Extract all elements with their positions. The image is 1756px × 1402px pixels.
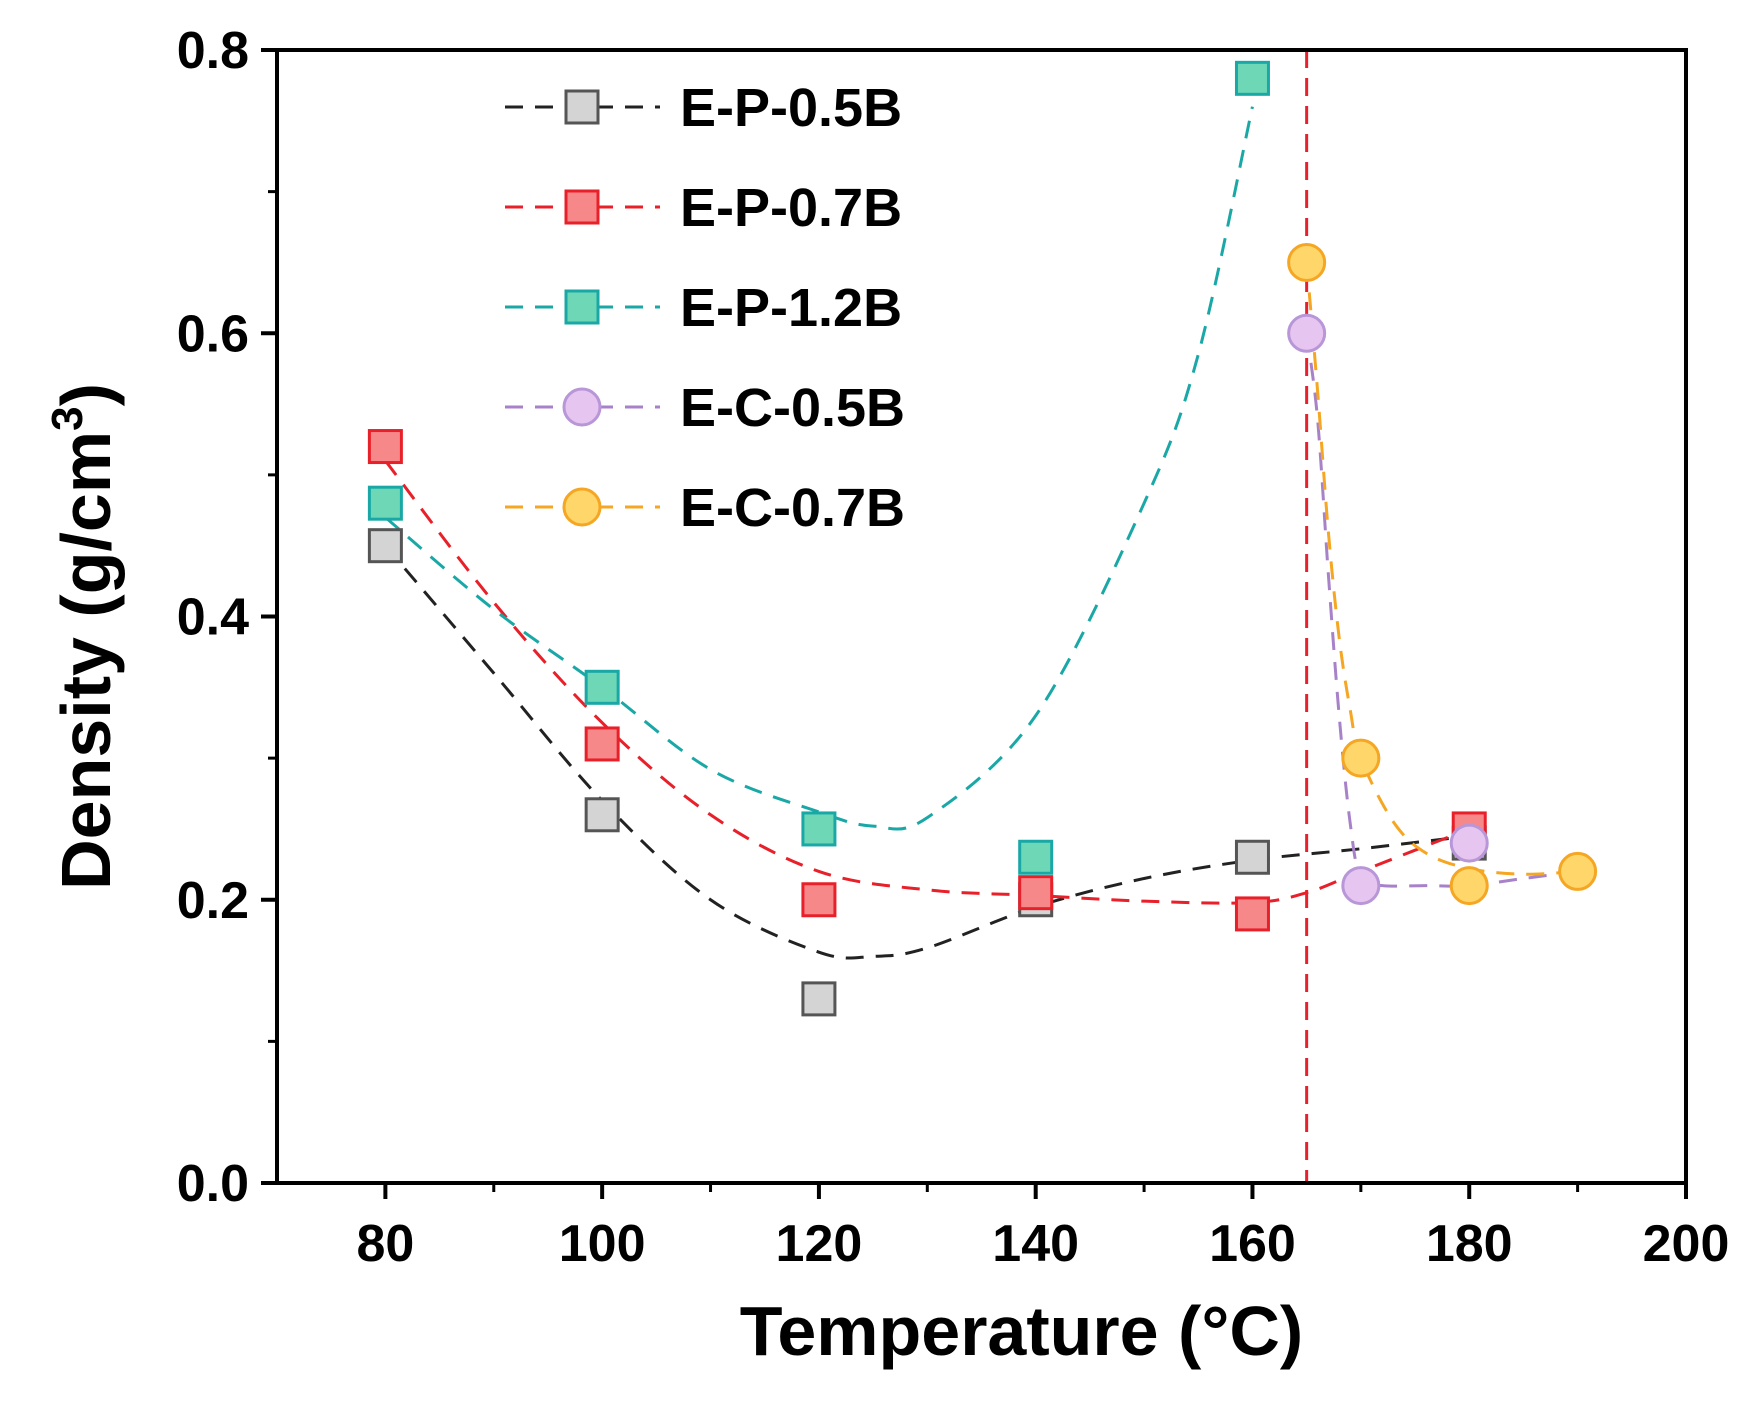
data-point-e-p-0-7b xyxy=(1018,875,1054,911)
legend-marker xyxy=(564,89,600,125)
legend-item-e-p-0-5b: E-P-0.5B xyxy=(505,78,902,138)
data-point-e-p-0-5b xyxy=(801,981,837,1017)
y-tick-label: 0.6 xyxy=(177,305,249,363)
legend-label: E-C-0.5B xyxy=(680,378,905,438)
plot-area xyxy=(367,50,1598,1183)
x-tick-label: 160 xyxy=(1209,1215,1296,1273)
data-point-e-p-0-5b xyxy=(367,528,403,564)
data-point-e-p-0-5b xyxy=(1234,839,1270,875)
data-point-e-c-0-7b xyxy=(1558,851,1598,891)
data-point-e-c-0-5b xyxy=(1449,823,1489,863)
legend-marker xyxy=(564,189,600,225)
y-axis-title: Density (g/cm3) xyxy=(43,383,125,890)
x-tick-label: 140 xyxy=(992,1215,1079,1273)
x-tick-label: 200 xyxy=(1643,1215,1730,1273)
data-point-e-p-1-2b xyxy=(1018,839,1054,875)
plot-frame xyxy=(275,48,1688,1185)
legend: E-P-0.5B E-P-0.7B E-P-1.2B E-C-0.5B E-C-0.7B xyxy=(505,78,905,538)
x-axis-ticks: 80 100 120 140 160 180 200 xyxy=(356,1183,1729,1273)
legend-marker xyxy=(564,289,600,325)
data-point-e-p-1-2b xyxy=(584,669,620,705)
x-axis-title: Temperature (°C) xyxy=(740,1292,1303,1370)
legend-marker xyxy=(562,487,602,527)
legend-item-e-p-0-7b: E-P-0.7B xyxy=(505,178,902,238)
legend-label: E-P-0.7B xyxy=(680,178,902,238)
legend-label: E-P-1.2B xyxy=(680,278,902,338)
data-point-e-p-0-7b xyxy=(1234,896,1270,932)
legend-item-e-p-1-2b: E-P-1.2B xyxy=(505,278,902,338)
y-axis-title-main: Density (g/cm xyxy=(47,431,125,890)
y-tick-label: 0.2 xyxy=(177,872,249,930)
x-tick-label: 80 xyxy=(356,1215,414,1273)
data-point-e-c-0-5b xyxy=(1341,866,1381,906)
legend-item-e-c-0-5b: E-C-0.5B xyxy=(505,378,905,438)
y-tick-label: 0.0 xyxy=(177,1155,249,1213)
x-tick-label: 180 xyxy=(1426,1215,1513,1273)
data-point-e-c-0-7b xyxy=(1449,866,1489,906)
data-point-e-p-0-7b xyxy=(584,726,620,762)
y-axis-ticks: 0.0 0.2 0.4 0.6 0.8 xyxy=(177,22,277,1213)
data-point-e-c-0-5b xyxy=(1287,313,1327,353)
fit-line-e-p-1-2b xyxy=(384,106,1254,831)
y-axis-title-close: ) xyxy=(47,383,125,406)
fit-lines xyxy=(384,106,1578,960)
x-tick-label: 100 xyxy=(559,1215,646,1273)
data-point-e-p-1-2b xyxy=(801,811,837,847)
data-point-e-p-1-2b xyxy=(367,485,403,521)
legend-marker xyxy=(562,387,602,427)
y-tick-label: 0.8 xyxy=(177,22,249,80)
data-point-e-p-0-5b xyxy=(584,797,620,833)
x-tick-label: 120 xyxy=(776,1215,863,1273)
legend-label: E-C-0.7B xyxy=(680,478,905,538)
data-point-e-p-0-7b xyxy=(367,429,403,465)
y-tick-label: 0.4 xyxy=(177,589,249,647)
legend-item-e-c-0-7b: E-C-0.7B xyxy=(505,478,905,538)
fit-line-e-c-0-5b xyxy=(1305,333,1578,888)
fit-line-e-c-0-7b xyxy=(1305,262,1578,876)
y-axis-title-superscript: 3 xyxy=(43,406,92,430)
data-point-e-c-0-7b xyxy=(1287,242,1327,282)
data-point-e-p-0-7b xyxy=(801,882,837,918)
data-point-e-p-1-2b xyxy=(1234,60,1270,96)
data-point-e-c-0-7b xyxy=(1341,738,1381,778)
legend-label: E-P-0.5B xyxy=(680,78,902,138)
data-markers xyxy=(367,60,1598,1017)
